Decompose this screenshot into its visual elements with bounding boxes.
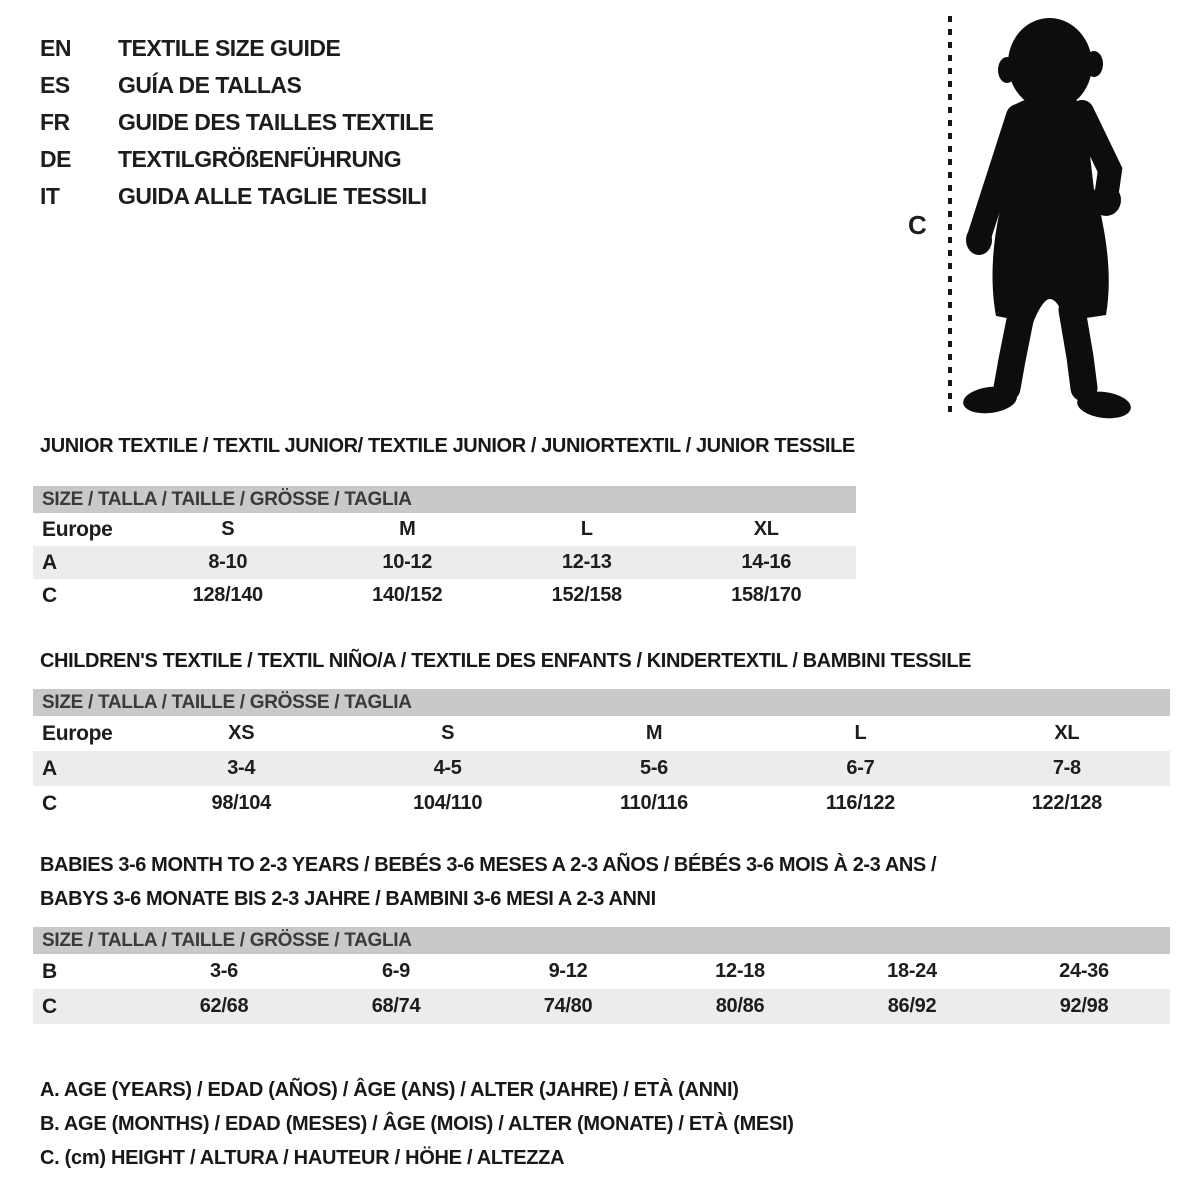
- table-cell: 86/92: [887, 995, 937, 1017]
- table-cell: 9-12: [548, 960, 588, 982]
- row-label: C: [42, 995, 57, 1018]
- table-cell: 5-6: [640, 757, 669, 779]
- language-row: FR GUIDE DES TAILLES TEXTILE: [40, 104, 434, 141]
- table-cell: 74/80: [543, 995, 593, 1017]
- language-row: ES GUÍA DE TALLAS: [40, 67, 434, 104]
- table-cell: 62/68: [199, 995, 249, 1017]
- language-code: FR: [40, 109, 70, 135]
- table-cell: XL: [1054, 722, 1080, 744]
- table-row: B 3-6 6-9 9-12 12-18 18-24 24-36: [33, 954, 1170, 989]
- table-cell: 152/158: [551, 584, 623, 606]
- row-label: C: [42, 792, 57, 815]
- table-cell: 80/86: [715, 995, 765, 1017]
- table-row: A 3-4 4-5 5-6 6-7 7-8: [33, 751, 1170, 786]
- size-table-children: SIZE / TALLA / TAILLE / GRÖSSE / TAGLIA E…: [33, 689, 1170, 821]
- row-label: Europe: [42, 722, 113, 745]
- table-cell: 14-16: [741, 551, 792, 573]
- legend-line: B. AGE (MONTHS) / EDAD (MESES) / ÂGE (MO…: [40, 1113, 794, 1135]
- table-cell: 18-24: [887, 960, 937, 982]
- language-list: EN TEXTILE SIZE GUIDE ES GUÍA DE TALLAS FR GU…: [40, 30, 434, 215]
- size-table-junior: SIZE / TALLA / TAILLE / GRÖSSE / TAGLIA E…: [33, 486, 856, 612]
- section-heading-junior: JUNIOR TEXTILE / TEXTIL JUNIOR/ TEXTILE …: [40, 429, 855, 463]
- table-cell: 158/170: [731, 584, 802, 606]
- section-heading-line: JUNIOR TEXTILE / TEXTIL JUNIOR/ TEXTILE …: [40, 435, 855, 457]
- table-row: C 62/68 68/74 74/80 80/86 86/92 92/98: [33, 989, 1170, 1024]
- table-row: C 128/140 140/152 152/158 158/170: [33, 579, 856, 612]
- table-cell: 24-36: [1059, 960, 1109, 982]
- language-title: TEXTILGRÖßENFÜHRUNG: [118, 146, 402, 172]
- language-code: EN: [40, 35, 71, 61]
- table-row: C 98/104 104/110 110/116 116/122 122/128: [33, 786, 1170, 821]
- section-heading-children: CHILDREN'S TEXTILE / TEXTIL NIÑO/A / TEX…: [40, 644, 971, 678]
- height-measure-label: C: [908, 210, 927, 240]
- table-cell: 12-13: [561, 551, 612, 573]
- table-cell: S: [441, 722, 455, 744]
- size-header-band: SIZE / TALLA / TAILLE / GRÖSSE / TAGLIA: [33, 486, 856, 513]
- table-cell: 7-8: [1052, 757, 1081, 779]
- language-code: DE: [40, 146, 71, 172]
- table-cell: L: [854, 722, 867, 744]
- language-title: GUIDE DES TAILLES TEXTILE: [118, 109, 434, 135]
- table-cell: XS: [228, 722, 255, 744]
- legend: A. AGE (YEARS) / EDAD (AÑOS) / ÂGE (ANS)…: [40, 1073, 794, 1175]
- height-dashed-line: [948, 16, 952, 416]
- row-label: Europe: [42, 518, 113, 541]
- table-cell: 8-10: [208, 551, 248, 573]
- table-cell: S: [221, 518, 235, 540]
- language-title: GUIDA ALLE TAGLIE TESSILI: [118, 183, 427, 209]
- row-label: A: [42, 551, 57, 574]
- row-label: A: [42, 757, 57, 780]
- table-cell: 10-12: [382, 551, 433, 573]
- toddler-silhouette-icon: [960, 12, 1138, 425]
- section-heading-line: BABIES 3-6 MONTH TO 2-3 YEARS / BEBÉS 3-…: [40, 854, 937, 876]
- section-heading-line: CHILDREN'S TEXTILE / TEXTIL NIÑO/A / TEX…: [40, 650, 972, 672]
- table-cell: 68/74: [371, 995, 421, 1017]
- language-code: IT: [40, 183, 60, 209]
- table-cell: 4-5: [433, 757, 462, 779]
- section-heading-babies: BABIES 3-6 MONTH TO 2-3 YEARS / BEBÉS 3-…: [40, 848, 937, 916]
- row-label: B: [42, 960, 57, 983]
- legend-line: C. (cm) HEIGHT / ALTURA / HAUTEUR / HÖHE…: [40, 1147, 565, 1169]
- table-cell: 122/128: [1031, 792, 1103, 814]
- table-cell: 110/116: [620, 792, 689, 814]
- table-cell: 116/122: [825, 792, 895, 814]
- table-row: Europe XS S M L XL: [33, 716, 1170, 751]
- size-header-band: SIZE / TALLA / TAILLE / GRÖSSE / TAGLIA: [33, 689, 1170, 716]
- table-cell: 98/104: [211, 792, 272, 814]
- table-cell: 92/98: [1059, 995, 1109, 1017]
- table-cell: 12-18: [715, 960, 765, 982]
- table-cell: XL: [753, 518, 779, 540]
- table-cell: 104/110: [413, 792, 483, 814]
- table-cell: 6-7: [846, 757, 875, 779]
- row-label: C: [42, 584, 57, 607]
- table-row: Europe S M L XL: [33, 513, 856, 546]
- table-cell: 128/140: [192, 584, 264, 606]
- table-cell: M: [645, 722, 663, 744]
- language-title: GUÍA DE TALLAS: [118, 72, 302, 98]
- table-cell: 3-6: [209, 960, 238, 982]
- table-cell: M: [399, 518, 416, 540]
- table-cell: L: [580, 518, 593, 540]
- size-header-band: SIZE / TALLA / TAILLE / GRÖSSE / TAGLIA: [33, 927, 1170, 954]
- language-title: TEXTILE SIZE GUIDE: [118, 35, 341, 61]
- section-heading-line: BABYS 3-6 MONATE BIS 2-3 JAHRE / BAMBINI…: [40, 888, 656, 910]
- table-cell: 140/152: [372, 584, 443, 606]
- language-row: IT GUIDA ALLE TAGLIE TESSILI: [40, 178, 434, 215]
- language-code: ES: [40, 72, 70, 98]
- legend-line: A. AGE (YEARS) / EDAD (AÑOS) / ÂGE (ANS)…: [40, 1079, 739, 1101]
- table-cell: 3-4: [227, 757, 256, 779]
- table-cell: 6-9: [381, 960, 410, 982]
- size-table-babies: SIZE / TALLA / TAILLE / GRÖSSE / TAGLIA B…: [33, 927, 1170, 1024]
- table-row: A 8-10 10-12 12-13 14-16: [33, 546, 856, 579]
- language-row: EN TEXTILE SIZE GUIDE: [40, 30, 434, 67]
- language-row: DE TEXTILGRÖßENFÜHRUNG: [40, 141, 434, 178]
